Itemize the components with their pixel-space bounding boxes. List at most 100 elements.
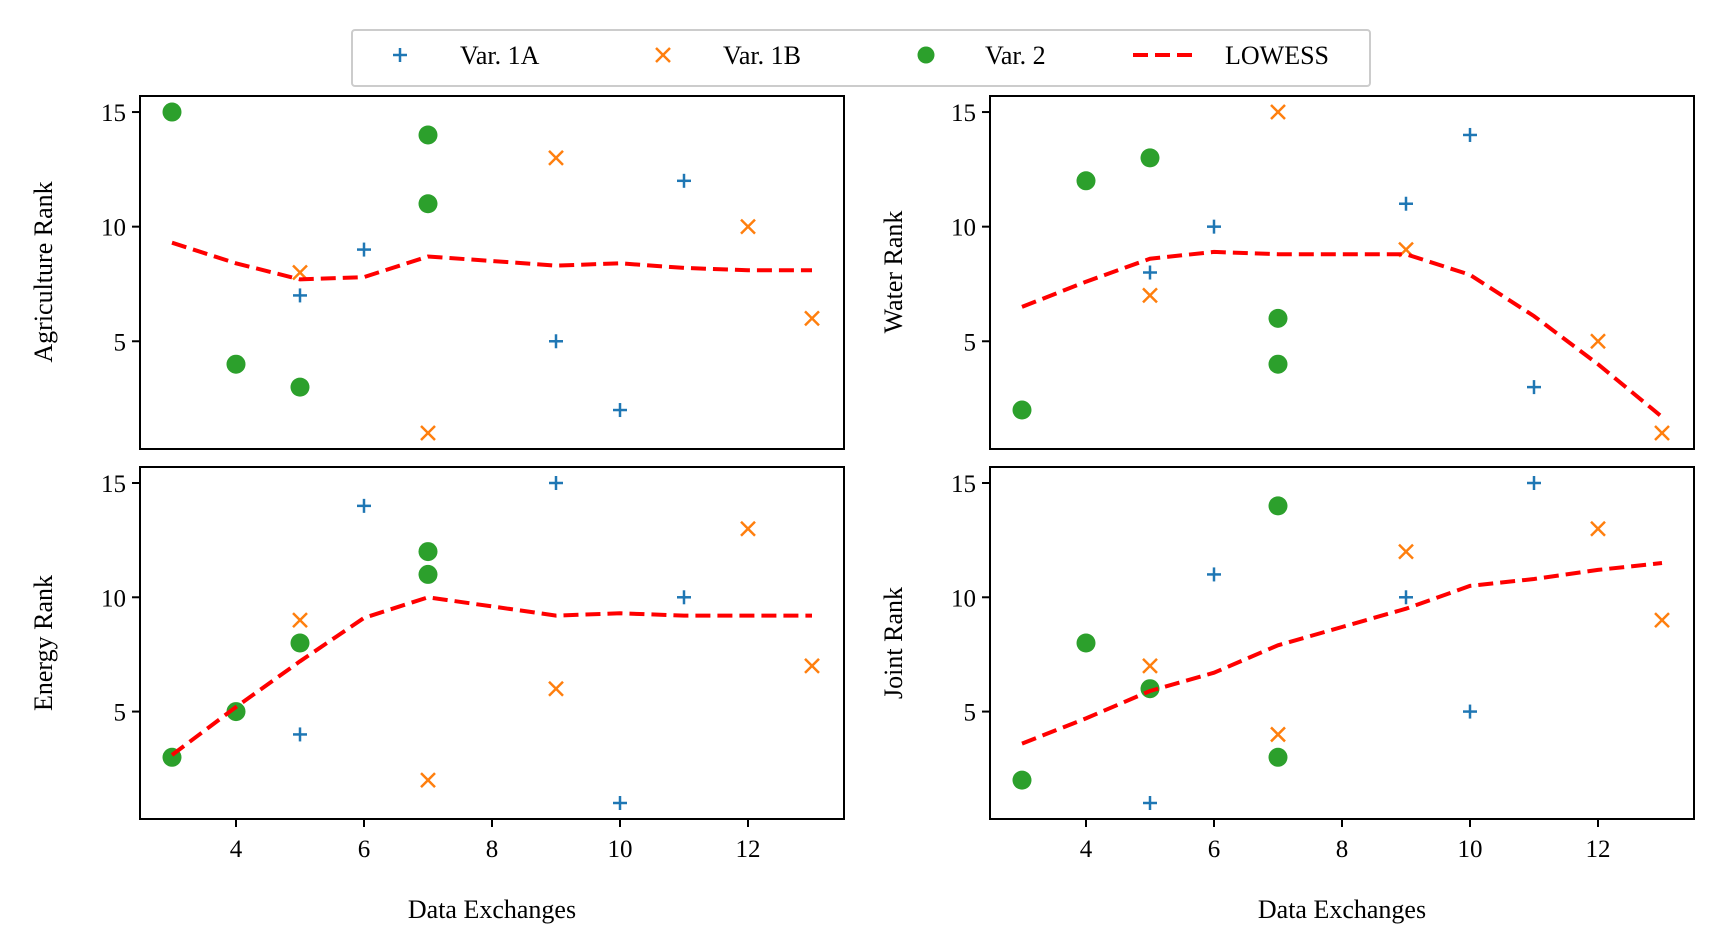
data-point-var-1a	[677, 590, 691, 605]
data-point-var-2	[1268, 496, 1288, 516]
y-tick-label: 5	[114, 700, 127, 727]
data-point-var-1a	[357, 498, 371, 513]
x-stroke	[740, 218, 756, 235]
x-stroke	[1590, 520, 1606, 537]
y-tick-label: 15	[101, 100, 126, 127]
data-point-var-1a	[1207, 567, 1221, 582]
x-tick-label: 8	[486, 836, 499, 863]
data-point-var-1b	[804, 657, 820, 674]
x-stroke	[548, 150, 564, 166]
data-point-var-1b	[1590, 333, 1606, 350]
y-axis-label: Joint Rank	[879, 587, 908, 699]
data-point-var-1b	[1590, 520, 1606, 537]
data-point-var-1a	[1399, 196, 1413, 211]
y-axis-ticks: 5 10 15	[101, 471, 140, 727]
y-tick-label: 10	[101, 585, 126, 612]
x-stroke	[548, 680, 564, 697]
data-point-var-1b	[1654, 612, 1670, 629]
data-point-var-1a	[1463, 127, 1477, 142]
data-point-var-1a	[1207, 219, 1221, 234]
data-point-var-1a	[1399, 590, 1413, 605]
data-point-var-1a	[549, 476, 563, 490]
y-tick-label: 10	[951, 585, 976, 612]
panel-energy: 5 10 15 4 6 8 10 12 Energy Rank Data Exchanges	[29, 466, 845, 924]
y-tick-label: 10	[101, 215, 126, 242]
plot-marks	[162, 476, 820, 810]
data-point-var-1a	[613, 796, 627, 810]
legend-frame	[351, 29, 1371, 87]
data-point-var-1b	[1142, 287, 1158, 304]
data-point-var-1a	[1527, 380, 1541, 395]
data-point-var-2	[226, 354, 246, 374]
data-point-var-1b	[548, 150, 564, 166]
y-axis-label: Agriculture Rank	[29, 181, 58, 362]
data-point-var-1a	[677, 173, 691, 188]
circle-marker-icon	[917, 46, 935, 64]
data-point-var-1b	[1654, 425, 1670, 441]
plot-area	[139, 466, 845, 820]
data-point-var-1b	[740, 520, 756, 537]
data-point-var-1a	[1143, 265, 1157, 280]
x-stroke	[420, 772, 436, 789]
x-stroke	[420, 425, 436, 441]
y-tick-label: 15	[951, 471, 976, 498]
plot-area	[989, 95, 1695, 450]
data-point-var-1a	[613, 403, 627, 418]
legend-item-var-2: Var. 2	[917, 41, 1046, 70]
data-point-var-1b	[1270, 726, 1286, 743]
data-point-var-1a	[293, 288, 307, 303]
legend-item-var-1b: Var. 1B	[655, 41, 801, 70]
data-point-var-1b	[420, 425, 436, 441]
data-point-var-1b	[292, 612, 308, 629]
y-tick-label: 15	[101, 471, 126, 498]
data-point-var-1a	[549, 334, 563, 349]
y-axis-ticks: 5 10 15	[101, 100, 140, 356]
y-tick-label: 10	[951, 215, 976, 242]
y-tick-label: 5	[964, 329, 977, 356]
y-axis-ticks: 5 10 15	[951, 471, 990, 727]
data-point-var-2	[1140, 148, 1160, 168]
x-stroke	[1654, 425, 1670, 441]
plot-marks	[1012, 104, 1670, 441]
x-stroke	[1654, 612, 1670, 629]
data-point-var-1b	[548, 680, 564, 697]
data-point-var-2	[1012, 770, 1032, 790]
data-point-var-2	[226, 702, 246, 722]
y-axis-ticks: 5 10 15	[951, 100, 990, 356]
legend-label: Var. 1B	[723, 41, 801, 70]
data-point-var-1b	[292, 264, 308, 281]
x-tick-label: 6	[1208, 836, 1221, 863]
legend-item-lowess: LOWESS	[1133, 41, 1329, 70]
plot-marks	[1012, 476, 1670, 810]
data-point-var-1a	[1527, 476, 1541, 490]
y-tick-label: 15	[951, 100, 976, 127]
y-tick-label: 5	[964, 700, 977, 727]
data-point-var-1a	[357, 242, 371, 257]
data-point-var-1b	[420, 772, 436, 789]
plot-area	[989, 466, 1695, 820]
panel-water: 5 10 15 Water Rank	[879, 95, 1695, 450]
plus-marker-icon	[393, 48, 407, 62]
x-axis-label: Data Exchanges	[1258, 895, 1426, 924]
x-stroke	[292, 612, 308, 629]
x-stroke	[1142, 287, 1158, 304]
lowess-curve	[170, 595, 812, 757]
lowess-curve	[1021, 561, 1663, 746]
y-axis-label: Water Rank	[879, 211, 908, 334]
data-point-var-2	[290, 377, 310, 397]
y-tick-label: 5	[114, 329, 127, 356]
data-point-var-1b	[1398, 543, 1414, 560]
data-point-var-2	[418, 564, 438, 584]
data-point-var-1a	[1463, 704, 1477, 719]
x-tick-label: 10	[1458, 836, 1483, 863]
data-point-var-1b	[740, 218, 756, 235]
x-marker-icon	[655, 47, 671, 63]
x-tick-label: 6	[358, 836, 371, 863]
lowess-curve	[1021, 249, 1664, 419]
panel-joint: 5 10 15 4 6 8 10 12 Joint Rank Data Exchanges	[879, 466, 1695, 924]
lowess-curve	[171, 240, 812, 282]
data-point-var-2	[418, 125, 438, 145]
data-point-var-2	[1268, 747, 1288, 767]
data-point-var-2	[290, 633, 310, 653]
